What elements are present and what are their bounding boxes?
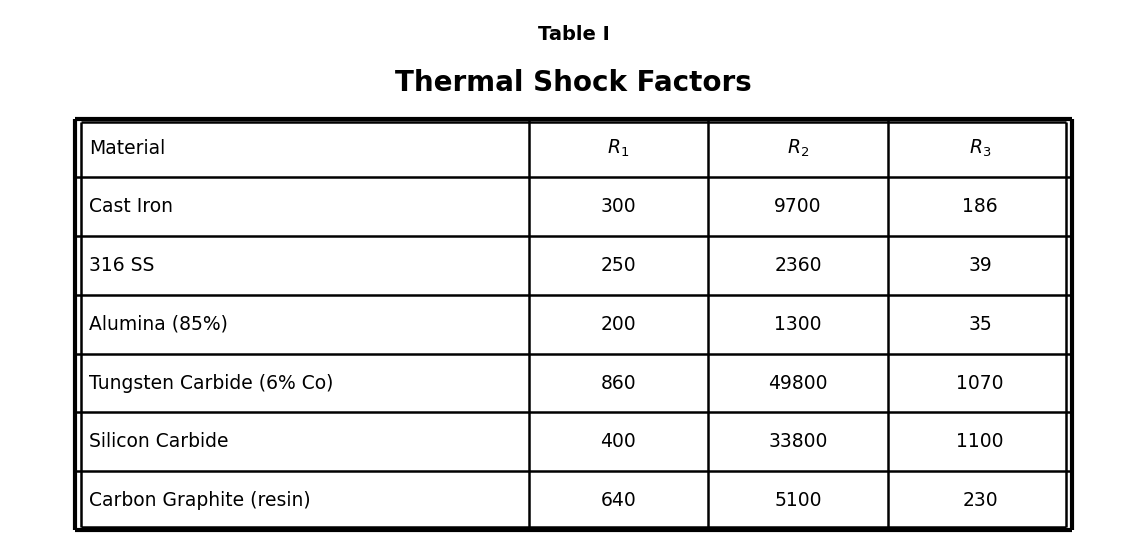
Text: 5100: 5100 bbox=[774, 491, 821, 510]
Text: Material: Material bbox=[89, 139, 165, 157]
Text: 49800: 49800 bbox=[768, 374, 828, 392]
Text: 400: 400 bbox=[601, 432, 637, 452]
Text: 1300: 1300 bbox=[774, 315, 821, 334]
Text: Thermal Shock Factors: Thermal Shock Factors bbox=[395, 69, 752, 97]
Text: 1100: 1100 bbox=[957, 432, 1004, 452]
Text: Cast Iron: Cast Iron bbox=[89, 197, 173, 216]
Text: Carbon Graphite (resin): Carbon Graphite (resin) bbox=[89, 491, 311, 510]
Text: 35: 35 bbox=[968, 315, 992, 334]
Text: Tungsten Carbide (6% Co): Tungsten Carbide (6% Co) bbox=[89, 374, 334, 392]
Text: $R_2$: $R_2$ bbox=[787, 137, 809, 159]
Text: 33800: 33800 bbox=[768, 432, 828, 452]
Text: 860: 860 bbox=[601, 374, 637, 392]
Text: 9700: 9700 bbox=[774, 197, 821, 216]
Text: 300: 300 bbox=[601, 197, 637, 216]
Text: 186: 186 bbox=[962, 197, 998, 216]
Text: 250: 250 bbox=[601, 256, 637, 275]
Text: 200: 200 bbox=[601, 315, 637, 334]
Text: 640: 640 bbox=[601, 491, 637, 510]
Text: $R_3$: $R_3$ bbox=[969, 137, 991, 159]
Text: 316 SS: 316 SS bbox=[89, 256, 155, 275]
Text: Silicon Carbide: Silicon Carbide bbox=[89, 432, 229, 452]
Text: 2360: 2360 bbox=[774, 256, 821, 275]
Text: Alumina (85%): Alumina (85%) bbox=[89, 315, 228, 334]
Text: 1070: 1070 bbox=[957, 374, 1004, 392]
Text: 39: 39 bbox=[968, 256, 992, 275]
Text: 230: 230 bbox=[962, 491, 998, 510]
Text: $R_1$: $R_1$ bbox=[607, 137, 630, 159]
Text: Table I: Table I bbox=[538, 25, 609, 44]
